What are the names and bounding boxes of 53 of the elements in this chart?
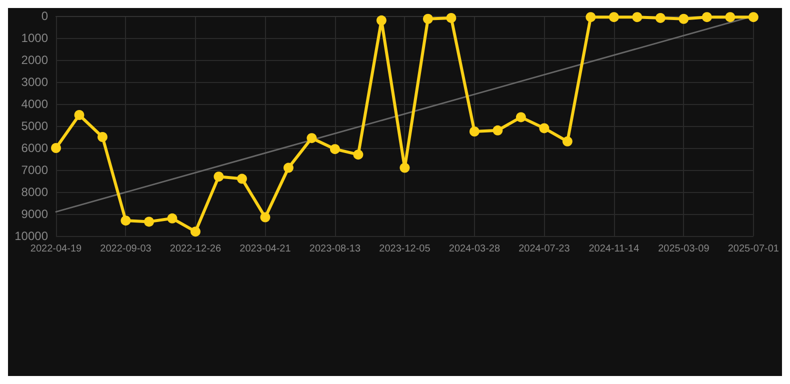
point [725,12,736,22]
point [422,14,433,24]
y-tick-label: 9000 [21,207,48,221]
y-tick-label: 5000 [21,119,48,133]
y-tick-label: 6000 [21,141,48,155]
x-tick-label: 2025-07-01 [728,244,780,254]
y-tick-label: 7000 [21,163,48,177]
point [190,226,200,237]
point [678,14,689,24]
point [167,213,178,224]
y-tick-label: 4000 [21,97,48,111]
point [214,172,224,182]
point [748,12,758,22]
point [655,12,666,23]
point [632,12,642,22]
point [144,216,154,227]
point [330,144,340,154]
point [74,110,84,120]
point [98,132,108,142]
x-tick-label: 2023-04-21 [240,244,292,254]
x-tick-label: 2023-12-05 [379,244,431,254]
point [400,162,410,173]
point [283,162,294,173]
x-tick-label: 2022-04-19 [30,244,82,254]
point [539,123,550,134]
point [516,112,526,122]
point [236,174,247,184]
y-tick-label: 8000 [21,185,48,199]
point [702,12,712,22]
y-tick-label: 0 [41,9,48,23]
x-tick-label: 2024-03-28 [448,244,500,254]
point [376,15,386,26]
y-tick-label: 1000 [21,31,48,45]
x-tick-label: 2025-03-09 [658,244,710,254]
y-tick-label: 2000 [21,53,48,67]
point [469,126,480,136]
point [608,12,619,22]
point [260,212,270,222]
point [562,136,572,146]
point [586,12,596,22]
x-tick-label: 2024-07-23 [518,244,570,254]
point [446,12,456,23]
x-tick-label: 2022-12-26 [170,244,222,254]
point [353,150,364,160]
point [492,125,503,136]
x-tick-label: 2024-11-14 [588,244,640,254]
x-tick-label: 2022-09-03 [100,244,152,254]
x-tick-label: 2023-08-13 [309,244,361,254]
point [51,143,61,153]
point [120,216,131,226]
y-tick-label: 3000 [21,75,48,89]
point [306,133,317,144]
y-tick-label: 10000 [14,229,48,243]
